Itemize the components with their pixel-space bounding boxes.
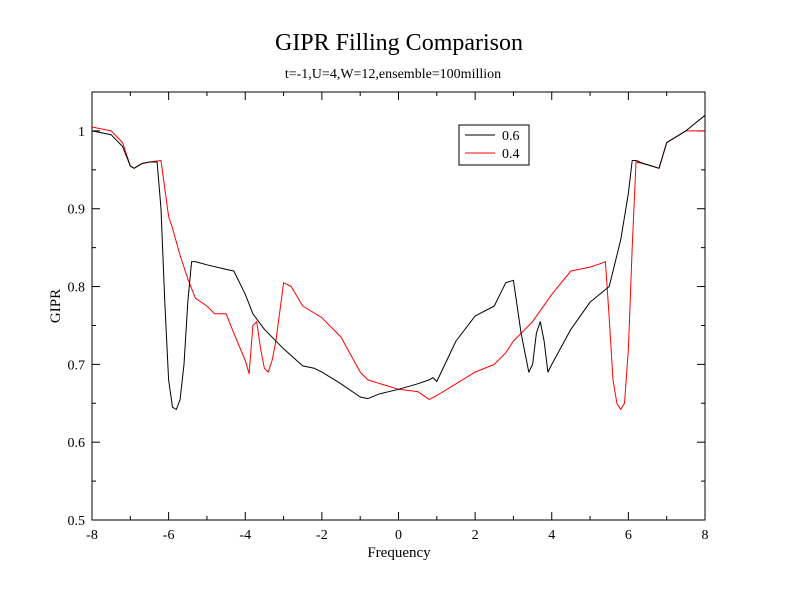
x-tick-label: -8 — [86, 528, 98, 543]
legend-label-0.4: 0.4 — [502, 147, 520, 162]
legend-label-0.6: 0.6 — [502, 129, 520, 144]
chart-title: GIPR Filling Comparison — [275, 30, 523, 56]
legend: 0.6 0.4 — [458, 124, 530, 166]
chart-subtitle: t=-1,U=4,W=12,ensemble=100million — [285, 67, 501, 82]
series-layer — [92, 114, 705, 410]
x-tick-label: 0 — [395, 528, 402, 543]
y-tick-label: 0.6 — [68, 436, 86, 451]
legend-box — [458, 124, 530, 166]
y-tick-label: 0.9 — [68, 203, 86, 218]
x-tick-label: 4 — [548, 528, 555, 543]
x-tick-label: 2 — [472, 528, 479, 543]
x-tick-label: -4 — [239, 528, 251, 543]
y-tick-label: 1 — [78, 125, 85, 140]
series-line-0.6 — [92, 114, 705, 410]
y-axis: 0.5 0.6 0.7 0.8 0.9 1 — [68, 125, 705, 529]
y-tick-label: 0.8 — [68, 281, 86, 296]
x-tick-label: -6 — [163, 528, 175, 543]
x-tick-label: 8 — [702, 528, 709, 543]
y-tick-label: 0.7 — [68, 358, 86, 373]
x-tick-label: 6 — [625, 528, 632, 543]
x-axis: -8 -6 -4 -2 0 2 4 6 8 — [86, 92, 709, 543]
y-tick-label: 0.5 — [68, 514, 86, 529]
series-line-0.4 — [92, 126, 705, 410]
x-tick-label: -2 — [316, 528, 328, 543]
series-group — [92, 114, 705, 410]
y-axis-label: GIPR — [48, 289, 64, 323]
x-axis-label: Frequency — [367, 545, 431, 561]
